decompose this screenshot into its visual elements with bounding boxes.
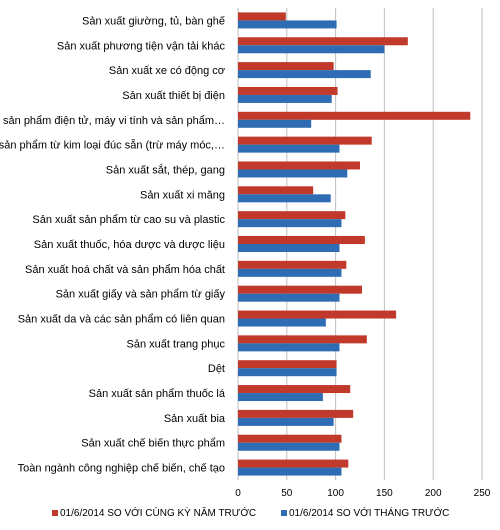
bar-series-1 bbox=[238, 335, 367, 344]
bar-series-2 bbox=[238, 343, 340, 352]
category-label: Sản xuất xe có động cơ bbox=[109, 65, 225, 77]
category-label: Sản xuất chế biến thực phẩm bbox=[81, 438, 225, 450]
x-axis-ticks: 0 50 100 150 200 250 bbox=[235, 488, 491, 499]
x-tick-label: 50 bbox=[281, 488, 293, 499]
bar-series-1 bbox=[238, 62, 334, 71]
bar-series-2 bbox=[238, 94, 332, 103]
bar-series-1 bbox=[238, 236, 365, 244]
bar-series-2 bbox=[238, 119, 312, 128]
bar-series-2 bbox=[238, 318, 326, 327]
bar-series-1 bbox=[238, 37, 408, 46]
bar-series-1 bbox=[238, 360, 337, 369]
bar-series-1 bbox=[238, 385, 351, 394]
legend-swatch-series-2 bbox=[281, 510, 287, 516]
category-labels: Sản xuất giường, tủ, bàn ghế Sản xuất phư… bbox=[0, 15, 226, 474]
bar-series-2 bbox=[238, 368, 337, 377]
bar-series-1 bbox=[238, 161, 360, 170]
bar-series-2 bbox=[238, 268, 342, 277]
category-label: Sản xuất giấy và sản phẩm từ giấy bbox=[56, 289, 226, 301]
bar-series-1 bbox=[238, 285, 362, 294]
bar-series-1 bbox=[238, 434, 342, 443]
category-label: Sản xuất da và các sản phẩm có liên quan bbox=[18, 314, 225, 326]
bar-series-2 bbox=[238, 293, 340, 302]
x-tick-label: 150 bbox=[376, 488, 393, 499]
x-tick-label: 250 bbox=[474, 488, 491, 499]
legend-swatch-series-1 bbox=[52, 510, 58, 516]
bar-series-1 bbox=[238, 211, 346, 220]
bar-series-2 bbox=[238, 442, 340, 451]
bar-series-2 bbox=[238, 219, 342, 228]
bar-series-2 bbox=[238, 467, 342, 476]
legend-label-series-2: 01/6/2014 SO VỚI THÁNG TRƯỚC bbox=[289, 506, 449, 519]
bar-series-1 bbox=[238, 260, 347, 269]
category-label: SX sản phẩm điện tử, máy vi tính và sản … bbox=[0, 115, 225, 127]
bar-series-1 bbox=[238, 409, 354, 418]
category-label: Sản xuất sắt, thép, gang bbox=[106, 163, 225, 176]
category-label: Sản xuất hoá chất và sản phẩm hóa chất bbox=[25, 264, 225, 276]
bar-series-1 bbox=[238, 459, 349, 468]
bar-series-2 bbox=[238, 169, 348, 178]
legend-label-series-1: 01/6/2014 SO VỚI CÙNG KỲ NĂM TRƯỚC bbox=[60, 506, 256, 519]
category-label: Sản xuất sản phẩm từ cao su và plastic bbox=[32, 214, 225, 226]
bar-series-1 bbox=[238, 12, 286, 21]
x-tick-label: 200 bbox=[425, 488, 442, 499]
category-label: Sản xuất giường, tủ, bàn ghế bbox=[82, 15, 225, 27]
category-label: SX sản phẩm từ kim loại đúc sẵn (trừ máy… bbox=[0, 139, 225, 152]
x-tick-label: 0 bbox=[235, 488, 241, 499]
bar-series-2 bbox=[238, 45, 385, 54]
bar-series-1 bbox=[238, 86, 338, 95]
bar-series-1 bbox=[238, 310, 397, 319]
bar-series-2 bbox=[238, 144, 340, 153]
category-label: Sản xuất phương tiện vận tải khác bbox=[57, 40, 226, 52]
category-label: Sản xuất trang phục bbox=[127, 338, 226, 350]
bar-series-1 bbox=[238, 136, 372, 145]
category-label: Dệt bbox=[208, 363, 225, 375]
bar-series-1 bbox=[238, 186, 314, 195]
bar-series-2 bbox=[238, 417, 334, 426]
bar-series-1 bbox=[238, 111, 471, 120]
bar-series-2 bbox=[238, 393, 323, 402]
bar-series-2 bbox=[238, 194, 331, 203]
category-label: Sản xuất sản phẩm thuốc lá bbox=[89, 388, 226, 400]
legend: 01/6/2014 SO VỚI CÙNG KỲ NĂM TRƯỚC 01/6/… bbox=[52, 506, 449, 519]
category-label: Sản xuất xi măng bbox=[140, 189, 225, 201]
category-label: Sản xuất thiết bị điện bbox=[122, 90, 225, 102]
bars bbox=[238, 12, 471, 476]
bar-series-2 bbox=[238, 244, 340, 252]
category-label: Sản xuất bia bbox=[164, 413, 226, 425]
bar-series-2 bbox=[238, 20, 337, 29]
category-label: Toàn ngành công nghiệp chế biến, chế tạo bbox=[18, 463, 225, 475]
x-tick-label: 100 bbox=[327, 488, 344, 499]
bar-series-2 bbox=[238, 70, 371, 79]
category-label: Sản xuất thuốc, hóa dược và dược liệu bbox=[34, 239, 225, 251]
